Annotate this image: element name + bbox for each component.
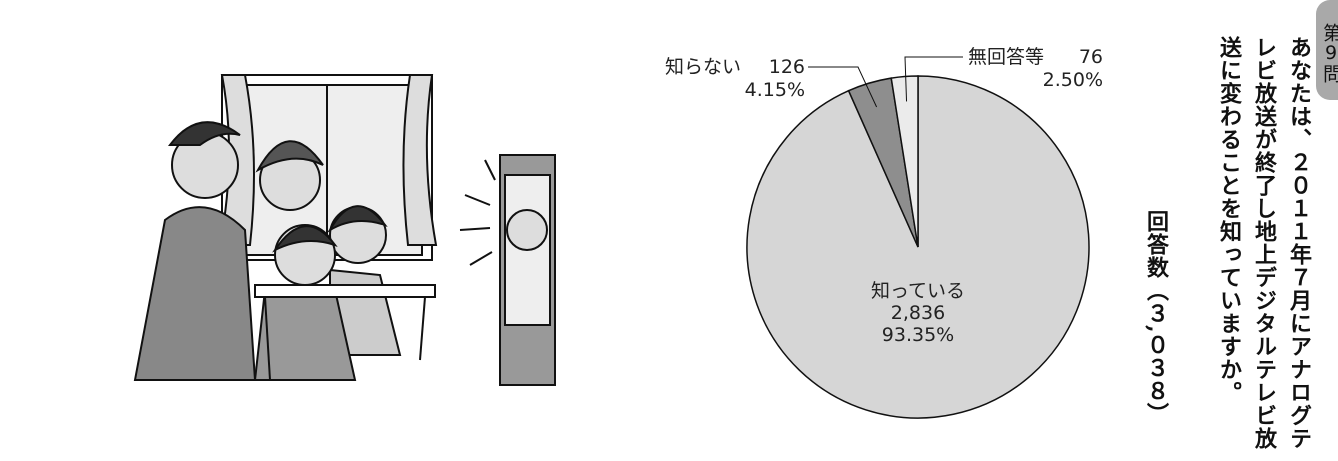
leader-line xyxy=(904,56,963,102)
pie-slice xyxy=(890,75,919,248)
question: あなたは、２０１１年７月にアナログテレビ放送が終了し地上デジタルテレビ放送に変わ… xyxy=(1216,36,1312,450)
leader-line xyxy=(808,66,878,108)
question-badge: 第9問 xyxy=(1316,0,1338,100)
slice-percent: 4.15% xyxy=(745,79,805,101)
slice-value: 126 xyxy=(769,56,805,78)
slice-percent: 2.50% xyxy=(1043,69,1103,91)
slice-label: 無回答等 xyxy=(968,46,1044,68)
slice-label: 知っている xyxy=(871,280,965,302)
illustration xyxy=(133,74,556,386)
slice-label: 知らない xyxy=(665,56,741,78)
slice-percent: 93.35% xyxy=(882,324,954,346)
slice-value: 2,836 xyxy=(891,302,945,324)
slice-value: 76 xyxy=(1079,46,1103,68)
respondent-count: 回答数（３,０３８） xyxy=(1143,210,1169,426)
